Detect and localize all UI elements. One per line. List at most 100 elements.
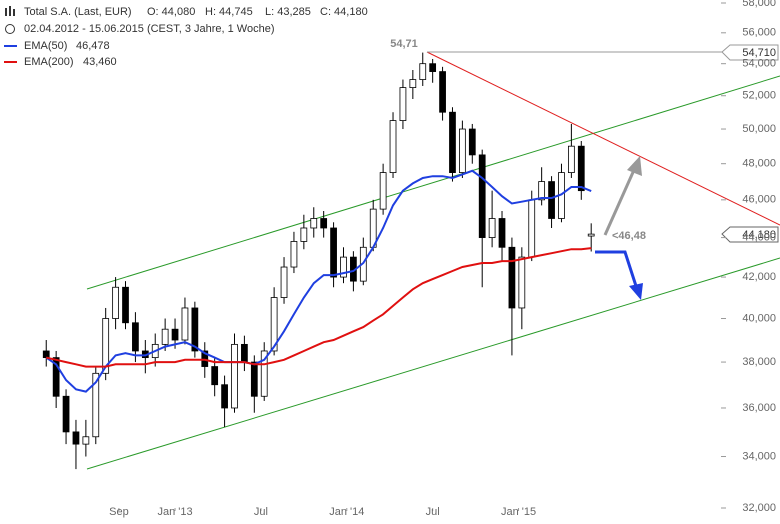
candle-body (538, 181, 546, 201)
trend-channel-upper (86, 75, 780, 290)
ema-line (45, 247, 592, 368)
candle-body (498, 218, 506, 248)
ema-line (45, 169, 592, 393)
plot-area (86, 51, 780, 470)
resistance-line (426, 51, 780, 226)
candle-body (260, 350, 268, 397)
candle-body (42, 350, 50, 359)
ohlc-high: H: 44,745 (205, 6, 253, 18)
title: Total S.A. (Last, EUR) (24, 6, 132, 18)
candle-body (102, 318, 110, 374)
icon (9, 6, 11, 16)
candle-body (310, 218, 318, 229)
candle-body (459, 128, 466, 173)
y-tick-label: 42,000 (742, 271, 776, 283)
candle-body (92, 372, 100, 438)
candle-body (399, 87, 407, 121)
candle-body (320, 218, 328, 229)
candle-body (468, 128, 476, 156)
candle-body (82, 436, 90, 445)
y-tick-label: 50,000 (742, 123, 776, 135)
down-arrow-head (629, 283, 643, 300)
x-tick-label: Jan '15 (501, 506, 536, 518)
candle-body (389, 120, 397, 173)
y-tick-label: 36,000 (742, 402, 776, 414)
y-tick-label: 34,000 (742, 450, 776, 462)
legend: Total S.A. (Last, EUR) O: 44,080 H: 44,7… (5, 6, 368, 35)
candle-body (449, 111, 456, 173)
candle-body (340, 256, 347, 278)
candle-body (587, 233, 595, 237)
y-tick-label: 40,000 (742, 312, 776, 324)
icon (5, 8, 7, 16)
y-tick-label: 38,000 (742, 356, 776, 368)
legend-value: 43,460 (83, 56, 117, 68)
candle-body (112, 286, 119, 319)
candle-body (221, 384, 228, 409)
price-box (721, 226, 779, 243)
y-tick-label: 46,000 (742, 194, 776, 206)
candle-body (419, 63, 427, 80)
candle-body (52, 357, 60, 397)
x-tick-label: Jan '14 (329, 506, 364, 518)
candle-body (62, 395, 70, 433)
candle-body (241, 343, 248, 363)
candle-body (201, 350, 209, 367)
candle-body (161, 328, 169, 345)
candle-body (478, 154, 486, 238)
price-box (721, 44, 779, 61)
ohlc-low: L: 43,285 (265, 6, 311, 18)
candle-body (568, 145, 575, 173)
y-tick-label: 32,000 (742, 502, 776, 514)
legend-label: EMA(50) (24, 40, 67, 52)
x-tick-label: Sep (109, 506, 129, 518)
candle-body (191, 307, 199, 352)
candle-body (508, 246, 516, 309)
up-arrow-head (627, 156, 642, 176)
candle-body (290, 241, 298, 268)
arrows (595, 156, 643, 300)
candle-body (518, 256, 526, 309)
candle-body (429, 63, 437, 72)
candle-body (330, 227, 337, 278)
candle-body (409, 79, 417, 89)
candle-body (548, 181, 555, 219)
ohlc-open: O: 44,080 (147, 6, 195, 18)
candle-body (577, 145, 585, 192)
candle-body (171, 328, 179, 341)
y-tick-label: 58,000 (742, 0, 776, 9)
candle-body (439, 71, 446, 113)
y-tick-label: 52,000 (742, 90, 776, 102)
candle-body (231, 343, 238, 409)
price-box-label: 44,180 (742, 229, 776, 241)
candle-body (300, 227, 308, 242)
up-arrow (603, 169, 636, 236)
candle-body (270, 297, 278, 352)
high-annotation: 54,71 (390, 38, 418, 50)
candle-body (280, 266, 288, 298)
candle-body (379, 172, 387, 210)
clock-icon (5, 24, 15, 34)
legend-value: 46,478 (76, 40, 110, 52)
marks (42, 52, 595, 470)
price-box-label: 54,710 (742, 47, 776, 59)
ema-annotation: <46,48 (612, 230, 646, 242)
x-tick-label: Jan '13 (157, 506, 192, 518)
y-tick-label: 44,000 (742, 231, 776, 243)
candle-body (72, 431, 80, 445)
subtitle: 02.04.2012 - 15.06.2015 (CEST, 3 Jahre, … (24, 23, 275, 35)
candle-body (488, 218, 496, 238)
legend-label: EMA(200) (24, 56, 74, 68)
candle-body (211, 366, 219, 386)
candle-body (528, 199, 536, 258)
x-tick-label: Jul (254, 506, 268, 518)
icon (13, 9, 15, 16)
y-tick-label: 48,000 (742, 158, 776, 170)
candle-body (132, 322, 139, 352)
y-tick-label: 54,000 (742, 58, 776, 70)
candle-body (122, 286, 129, 324)
y-tick-label: 56,000 (742, 27, 776, 39)
candle-body (181, 307, 189, 341)
ohlc-close: C: 44,180 (320, 6, 368, 18)
